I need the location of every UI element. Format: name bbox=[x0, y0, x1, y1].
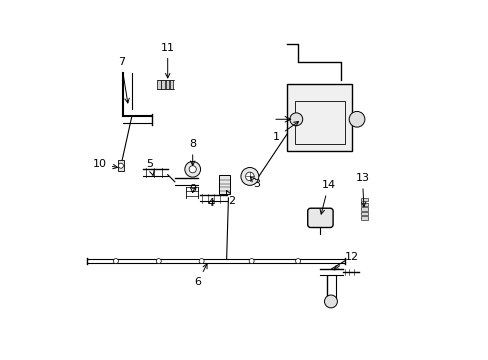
Circle shape bbox=[118, 163, 123, 168]
Bar bbox=[219, 175, 230, 194]
Text: 12: 12 bbox=[333, 252, 358, 270]
Bar bbox=[165, 80, 169, 89]
Text: 10: 10 bbox=[93, 159, 117, 169]
Circle shape bbox=[324, 295, 337, 308]
Text: 11: 11 bbox=[161, 43, 174, 78]
Text: 13: 13 bbox=[355, 173, 368, 207]
Bar bbox=[360, 216, 367, 220]
Bar bbox=[169, 80, 173, 89]
Bar bbox=[360, 198, 367, 202]
Text: 8: 8 bbox=[189, 139, 196, 166]
Text: 1: 1 bbox=[273, 122, 298, 142]
Text: 7: 7 bbox=[118, 57, 129, 103]
Bar bbox=[287, 84, 351, 152]
Bar bbox=[360, 212, 367, 215]
Text: 4: 4 bbox=[206, 198, 214, 208]
Circle shape bbox=[295, 258, 300, 264]
Text: 5: 5 bbox=[146, 159, 154, 175]
Bar bbox=[360, 207, 367, 211]
FancyBboxPatch shape bbox=[307, 208, 332, 228]
Bar bbox=[118, 160, 124, 171]
Text: 9: 9 bbox=[189, 184, 196, 194]
Circle shape bbox=[189, 166, 196, 173]
Text: 6: 6 bbox=[194, 264, 206, 287]
Circle shape bbox=[348, 111, 364, 127]
Circle shape bbox=[199, 258, 203, 264]
Circle shape bbox=[248, 258, 254, 264]
Bar bbox=[157, 80, 160, 89]
Circle shape bbox=[113, 258, 118, 264]
Text: 2: 2 bbox=[226, 190, 235, 206]
Circle shape bbox=[289, 113, 302, 126]
Circle shape bbox=[156, 258, 161, 264]
Circle shape bbox=[184, 161, 200, 177]
Text: 14: 14 bbox=[320, 180, 335, 214]
Bar bbox=[294, 102, 344, 144]
Circle shape bbox=[245, 172, 254, 181]
Text: 3: 3 bbox=[250, 177, 260, 189]
Circle shape bbox=[241, 167, 258, 185]
Bar bbox=[161, 80, 164, 89]
Bar bbox=[360, 203, 367, 206]
